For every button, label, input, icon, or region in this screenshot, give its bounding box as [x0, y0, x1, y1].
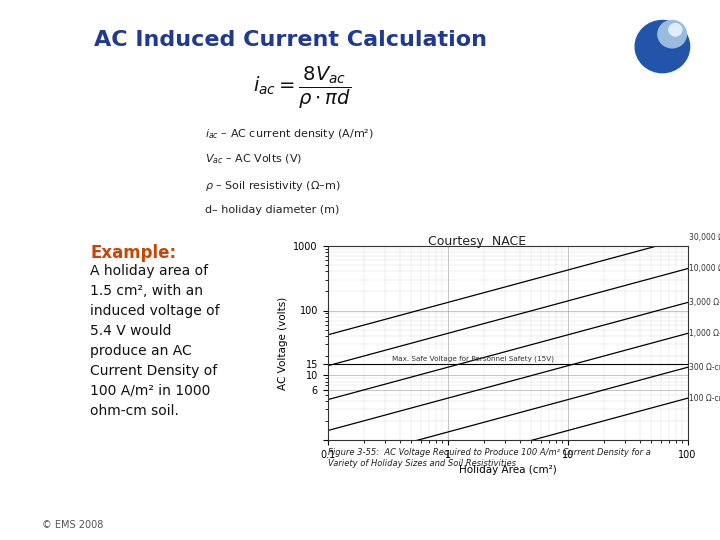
Text: Example:: Example:: [90, 244, 176, 262]
Circle shape: [669, 24, 682, 36]
Text: $i_{ac} = \dfrac{8V_{ac}}{\rho \cdot \pi d}$: $i_{ac} = \dfrac{8V_{ac}}{\rho \cdot \pi…: [253, 65, 351, 111]
Circle shape: [658, 21, 686, 48]
Text: Max. Safe Voltage for Personnel Safety (15V): Max. Safe Voltage for Personnel Safety (…: [392, 355, 554, 362]
X-axis label: Holiday Area (cm²): Holiday Area (cm²): [459, 465, 557, 475]
Y-axis label: AC Voltage (volts): AC Voltage (volts): [278, 296, 288, 389]
Text: 10,000 Ω-cm: 10,000 Ω-cm: [689, 264, 720, 273]
Text: 100 Ω-cm: 100 Ω-cm: [689, 394, 720, 403]
Text: 30,000 Ω-cm: 30,000 Ω-cm: [689, 233, 720, 242]
Text: A holiday area of
1.5 cm², with an
induced voltage of
5.4 V would
produce an AC
: A holiday area of 1.5 cm², with an induc…: [90, 264, 220, 418]
Text: 3,000 Ω-cm: 3,000 Ω-cm: [689, 298, 720, 307]
Text: $V_{ac}$ – AC Volts (V): $V_{ac}$ – AC Volts (V): [205, 153, 302, 166]
Text: d– holiday diameter (m): d– holiday diameter (m): [205, 205, 340, 215]
Text: 300 Ω-cm: 300 Ω-cm: [689, 363, 720, 372]
Text: $i_{ac}$ – AC current density (A/m²): $i_{ac}$ – AC current density (A/m²): [205, 127, 374, 141]
Circle shape: [635, 21, 690, 73]
Text: AC Induced Current Calculation: AC Induced Current Calculation: [94, 30, 487, 50]
Text: 1,000 Ω-cm: 1,000 Ω-cm: [689, 329, 720, 338]
Text: $\rho$ – Soil resistivity (Ω–m): $\rho$ – Soil resistivity (Ω–m): [205, 179, 341, 193]
Text: Figure 3-55:  AC Voltage Required to Produce 100 A/m² Current Density for a
Vari: Figure 3-55: AC Voltage Required to Prod…: [328, 448, 650, 468]
Text: © EMS 2008: © EMS 2008: [42, 520, 103, 530]
Text: Courtesy  NACE: Courtesy NACE: [428, 235, 526, 248]
